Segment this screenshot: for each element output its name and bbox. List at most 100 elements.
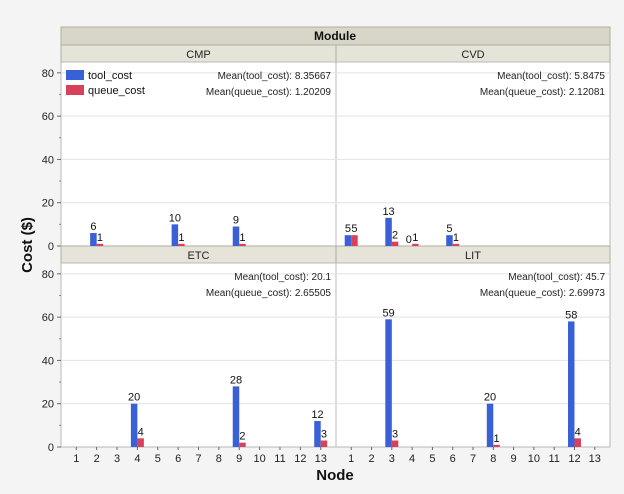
data-label-tool-cost: 10 xyxy=(169,212,181,224)
bar-queue-cost xyxy=(391,440,399,447)
x-tick-label: 7 xyxy=(195,453,201,465)
x-tick-label: 4 xyxy=(134,453,140,465)
x-tick-label: 5 xyxy=(155,453,161,465)
bar-queue-cost xyxy=(239,442,246,447)
x-tick-label: 6 xyxy=(175,453,181,465)
chart-labels: CMP Mean(tool_cost): 8.35667 Mean(queue_co… xyxy=(42,49,606,465)
chart-frame xyxy=(57,26,611,450)
mean-queue-label: Mean(queue_cost): 1.20209 xyxy=(206,87,332,98)
data-label-tool-cost: 0 xyxy=(406,234,412,246)
x-tick-label: 4 xyxy=(409,453,415,465)
x-tick-label: 10 xyxy=(528,453,540,465)
panel-title-cvd: CVD xyxy=(461,49,484,61)
data-label-tool-cost: 5 xyxy=(345,223,351,235)
mean-queue-label: Mean(queue_cost): 2.69973 xyxy=(480,288,606,299)
data-label-queue-cost: 1 xyxy=(453,232,459,244)
x-tick-label: 13 xyxy=(315,453,327,465)
mean-tool-label: Mean(tool_cost): 20.1 xyxy=(234,272,331,283)
panel-title-lit: LIT xyxy=(465,250,481,262)
bar-queue-cost xyxy=(493,444,500,447)
data-label-queue-cost: 2 xyxy=(239,431,245,443)
panel-plot-cvd xyxy=(335,61,611,247)
x-tick-label: 9 xyxy=(511,453,517,465)
x-tick-label: 1 xyxy=(348,453,354,465)
x-tick-label: 8 xyxy=(490,453,496,465)
x-tick-label: 5 xyxy=(429,453,435,465)
data-label-tool-cost: 12 xyxy=(311,409,323,421)
x-tick-label: 13 xyxy=(589,453,601,465)
data-label-tool-cost: 9 xyxy=(233,215,239,227)
panel-title-cmp: CMP xyxy=(186,49,210,61)
bar-tool-cost xyxy=(314,421,321,447)
data-label-queue-cost: 1 xyxy=(412,232,418,244)
data-label-queue-cost: 5 xyxy=(351,223,357,235)
bar-queue-cost xyxy=(96,243,104,246)
data-label-tool-cost: 59 xyxy=(382,307,394,319)
y-tick-label: 0 xyxy=(48,241,54,253)
x-tick-label: 12 xyxy=(294,453,306,465)
y-tick-label: 60 xyxy=(42,111,54,123)
panel-plot-etc xyxy=(60,262,337,448)
y-tick-label: 0 xyxy=(48,442,54,454)
x-tick-label: 10 xyxy=(253,453,265,465)
y-tick-label: 40 xyxy=(42,154,54,166)
panel-title-etc: ETC xyxy=(188,250,210,262)
data-label-tool-cost: 20 xyxy=(484,392,496,404)
bar-queue-cost xyxy=(452,243,460,246)
x-tick-label: 9 xyxy=(236,453,242,465)
legend-swatch-tool-cost xyxy=(66,70,84,80)
legend-label-tool-cost: tool_cost xyxy=(88,70,132,82)
data-label-tool-cost: 5 xyxy=(446,223,452,235)
bar-queue-cost xyxy=(412,243,419,246)
data-label-tool-cost: 28 xyxy=(230,374,242,386)
bar-queue-cost xyxy=(391,241,399,246)
x-tick-label: 8 xyxy=(216,453,222,465)
gridlines xyxy=(61,72,610,405)
bar-queue-cost xyxy=(574,438,581,447)
panel-plot-lit xyxy=(335,262,611,448)
y-tick-label: 80 xyxy=(42,269,54,281)
x-tick-label: 3 xyxy=(389,453,395,465)
bar-tool-cost xyxy=(486,403,494,447)
data-label-queue-cost: 1 xyxy=(97,232,103,244)
x-tick-label: 12 xyxy=(568,453,580,465)
data-label-tool-cost: 6 xyxy=(90,221,96,233)
data-label-tool-cost: 58 xyxy=(565,309,577,321)
mean-tool-label: Mean(tool_cost): 5.8475 xyxy=(497,71,605,82)
mean-queue-label: Mean(queue_cost): 2.12081 xyxy=(480,87,606,98)
group-title: Module xyxy=(314,29,356,43)
data-label-queue-cost: 4 xyxy=(138,426,144,438)
data-label-queue-cost: 2 xyxy=(392,230,398,242)
bar-tool-cost xyxy=(90,233,97,246)
mean-queue-label: Mean(queue_cost): 2.65505 xyxy=(206,288,332,299)
bar-tool-cost xyxy=(385,319,392,447)
bar-tool-cost xyxy=(232,386,240,447)
y-tick-label: 20 xyxy=(42,198,54,210)
y-tick-label: 60 xyxy=(42,312,54,324)
data-label-tool-cost: 20 xyxy=(128,392,140,404)
x-tick-label: 11 xyxy=(548,453,559,465)
y-tick-label: 20 xyxy=(42,399,54,411)
x-tick-label: 11 xyxy=(274,453,285,465)
data-label-queue-cost: 4 xyxy=(575,426,581,438)
bar-queue-cost xyxy=(239,243,246,246)
bar-queue-cost xyxy=(351,235,358,246)
legend-label-queue-cost: queue_cost xyxy=(88,85,145,97)
data-label-queue-cost: 1 xyxy=(493,433,499,445)
bar-tool-cost xyxy=(232,226,240,246)
y-tick-label: 40 xyxy=(42,355,54,367)
data-label-queue-cost: 1 xyxy=(178,232,184,244)
bar-queue-cost xyxy=(320,440,328,447)
bar-tool-cost xyxy=(171,224,179,246)
x-tick-label: 2 xyxy=(94,453,100,465)
bar-queue-cost xyxy=(137,438,144,447)
x-tick-label: 6 xyxy=(450,453,456,465)
data-label-queue-cost: 3 xyxy=(392,429,398,441)
bar-tool-cost xyxy=(344,235,352,246)
bar-tool-cost xyxy=(385,217,392,246)
x-tick-label: 7 xyxy=(470,453,476,465)
bar-tool-cost xyxy=(446,235,453,246)
data-label-queue-cost: 1 xyxy=(239,232,245,244)
data-label-queue-cost: 3 xyxy=(321,429,327,441)
